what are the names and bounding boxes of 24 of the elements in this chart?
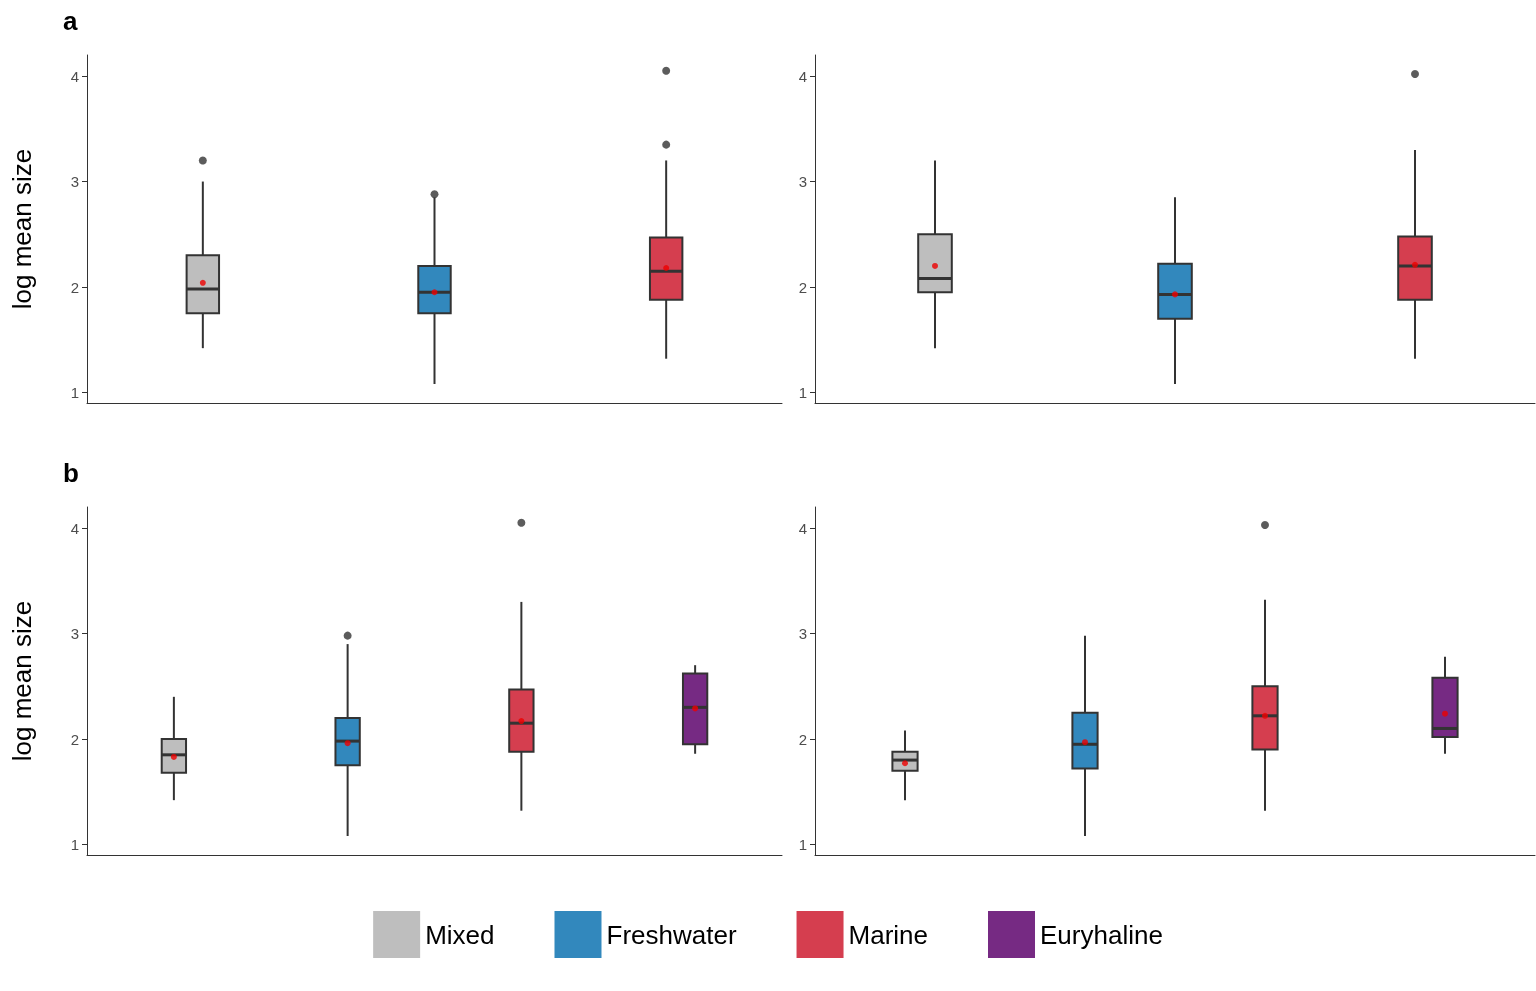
y-tick-label: 2 (798, 278, 807, 296)
legend-label: Mixed (425, 919, 495, 950)
y-axis-title: log mean size (7, 600, 37, 762)
y-tick-label: 2 (798, 730, 807, 748)
y-tick-label: 3 (70, 625, 79, 643)
y-tick-label: 2 (70, 278, 79, 296)
y-axis-title: log mean size (7, 148, 37, 310)
chart-title: a (63, 6, 78, 36)
y-tick-label: 1 (70, 835, 79, 853)
legend-label: Freshwater (606, 919, 737, 950)
y-tick-label: 4 (70, 67, 79, 85)
y-tick-label: 3 (70, 173, 79, 191)
y-tick-label: 1 (70, 383, 79, 401)
y-tick-label: 2 (70, 730, 79, 748)
y-tick-label: 4 (70, 519, 79, 537)
y-tick-label: 4 (798, 67, 807, 85)
y-tick-label: 1 (798, 835, 807, 853)
y-tick-label: 1 (798, 383, 807, 401)
y-tick-label: 4 (798, 519, 807, 537)
y-tick-label: 3 (798, 173, 807, 191)
legend-label: Euryhaline (1040, 919, 1163, 950)
chart-title: b (63, 458, 79, 488)
legend-label: Marine (848, 919, 929, 950)
y-tick-label: 3 (798, 625, 807, 643)
